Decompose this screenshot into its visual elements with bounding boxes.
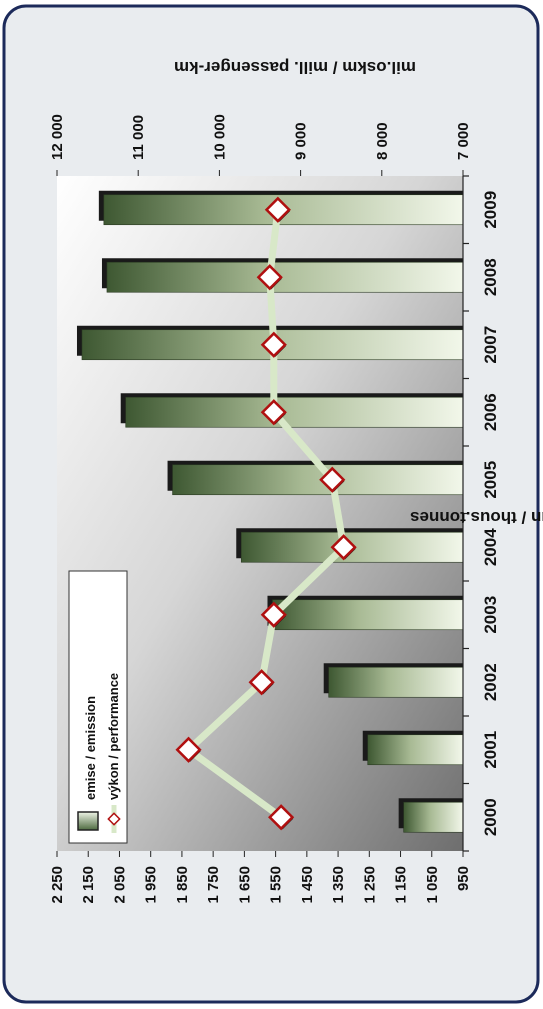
bar — [323, 663, 464, 698]
category-label: 2008 — [481, 258, 500, 296]
left-axis-tick-label: 1 050 — [424, 866, 441, 904]
legend: emise / emission výkon / performance — [68, 570, 128, 844]
category-ticks — [463, 175, 469, 852]
bar-body — [403, 801, 464, 833]
category-label: 2000 — [481, 798, 500, 836]
right-axis-tick-label: 8 000 — [374, 122, 391, 160]
category-label: 2005 — [481, 461, 500, 499]
right-axis-title: mil.oskm / mill. passenger-km — [174, 58, 416, 77]
bar-body — [106, 261, 464, 293]
left-axis-tick-label: 1 850 — [174, 866, 191, 904]
right-axis-tick-label: 11 000 — [130, 115, 147, 160]
marker — [175, 736, 202, 763]
left-axis-title: tis.tun / thous.tonnes — [410, 508, 543, 527]
bar-body — [272, 599, 464, 631]
left-axis-tick-label: 2 250 — [49, 866, 66, 904]
marker — [330, 534, 357, 561]
marker — [260, 601, 287, 628]
marker — [319, 466, 346, 493]
marker — [268, 804, 295, 831]
legend-label-emission: emise / emission — [83, 696, 98, 800]
line-marker — [264, 196, 291, 223]
left-axis-tick-label: 1 750 — [205, 866, 222, 904]
line-marker — [248, 669, 275, 696]
left-axis-tick-label: 1 950 — [143, 866, 160, 904]
line-marker — [175, 736, 202, 763]
category-label: 2002 — [481, 663, 500, 701]
bar-body — [125, 396, 464, 428]
bar-body — [328, 666, 464, 698]
category-labels: 2000 2001 2002 2003 2004 2005 2006 2007 2008 2009 — [481, 191, 500, 836]
left-axis-tick-label: 1 650 — [236, 866, 253, 904]
line-marker — [330, 534, 357, 561]
marker — [264, 196, 291, 223]
category-label: 2001 — [481, 731, 500, 769]
left-axis-tick-label: 950 — [455, 866, 472, 891]
left-axis-ticks: 950 1 050 1 150 1 250 1 350 1 450 1 550 1 650 1 … — [49, 851, 472, 904]
bar — [120, 393, 464, 428]
performance-line — [185, 209, 348, 821]
marker — [248, 669, 275, 696]
right-axis-tick-label: 10 000 — [211, 114, 228, 160]
left-axis-tick-label: 2 050 — [111, 866, 128, 904]
left-axis-tick-label: 1 250 — [361, 866, 378, 904]
marker — [260, 331, 287, 358]
bar — [267, 595, 464, 631]
line-marker — [268, 804, 295, 831]
bar — [101, 258, 464, 293]
bar-body — [367, 734, 464, 766]
right-axis-tick-label: 9 000 — [293, 122, 310, 160]
category-label: 2007 — [481, 326, 500, 364]
legend-bar-swatch — [77, 811, 99, 831]
marker — [256, 264, 283, 291]
category-label: 2004 — [481, 528, 500, 566]
bar — [167, 460, 464, 496]
line-marker — [319, 466, 346, 493]
left-axis-tick-label: 2 150 — [80, 866, 97, 904]
category-label: 2003 — [481, 596, 500, 634]
marker — [260, 399, 287, 426]
legend-label-performance: výkon / performance — [106, 673, 121, 800]
bar — [398, 798, 464, 833]
right-axis-ticks: 7 000 8 000 9 000 10 000 11 000 12 000 — [49, 114, 472, 176]
bar-group — [76, 190, 464, 833]
right-axis-tick-label: 12 000 — [49, 114, 66, 160]
legend-marker-swatch — [107, 812, 121, 826]
left-axis-tick-label: 1 550 — [268, 866, 285, 904]
category-label: 2006 — [481, 393, 500, 431]
line-marker — [260, 399, 287, 426]
right-axis-tick-label: 7 000 — [455, 122, 472, 160]
bar — [362, 730, 464, 766]
left-axis-tick-label: 1 450 — [299, 866, 316, 904]
line-marker — [260, 601, 287, 628]
category-label: 2009 — [481, 191, 500, 229]
legend-box — [68, 570, 128, 844]
left-axis-tick-label: 1 350 — [330, 866, 347, 904]
left-axis-tick-label: 1 150 — [393, 866, 410, 904]
bar-body — [172, 464, 464, 496]
